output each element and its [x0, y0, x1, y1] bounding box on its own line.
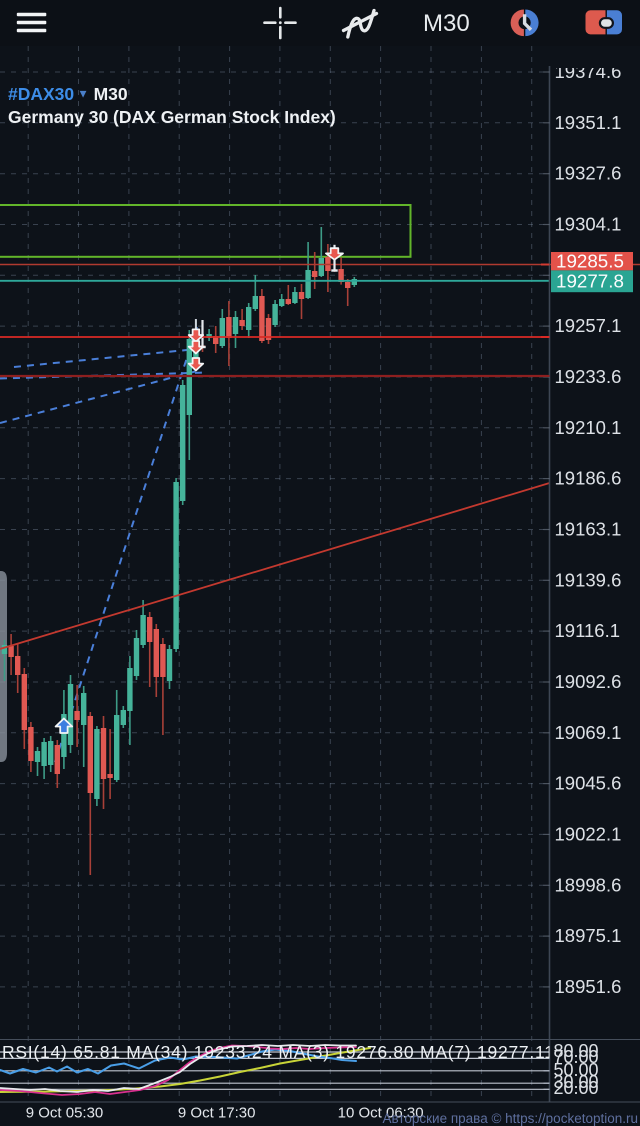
svg-text:80.00: 80.00: [554, 1041, 599, 1061]
svg-text:19304.1: 19304.1: [555, 214, 622, 235]
svg-text:19233.6: 19233.6: [555, 366, 622, 387]
svg-text:9 Oct 05:30: 9 Oct 05:30: [26, 1105, 104, 1122]
svg-text:19116.1: 19116.1: [555, 620, 621, 641]
svg-text:19139.6: 19139.6: [555, 569, 622, 590]
svg-text:19327.6: 19327.6: [555, 163, 622, 184]
svg-text:19374.6: 19374.6: [555, 61, 622, 82]
svg-text:19257.1: 19257.1: [555, 315, 622, 336]
svg-text:RSI(14) 65.81 MA(34) 19233.24: RSI(14) 65.81 MA(34) 19233.24 MA(3) 1927…: [2, 1042, 555, 1062]
svg-text:19022.1: 19022.1: [555, 823, 622, 844]
svg-text:9 Oct 17:30: 9 Oct 17:30: [178, 1105, 256, 1122]
svg-text:70.00: 70.00: [554, 1047, 599, 1067]
svg-text:19210.1: 19210.1: [555, 417, 622, 438]
svg-text:19351.1: 19351.1: [555, 112, 622, 133]
svg-text:19069.1: 19069.1: [555, 722, 622, 743]
svg-text:19277.8: 19277.8: [556, 271, 624, 292]
svg-text:20.00: 20.00: [554, 1078, 599, 1098]
svg-text:10 Oct 06:30: 10 Oct 06:30: [338, 1105, 424, 1122]
svg-text:18998.6: 18998.6: [555, 874, 622, 895]
svg-text:M30: M30: [423, 10, 470, 37]
svg-text:50.00: 50.00: [554, 1060, 599, 1080]
svg-text:19186.6: 19186.6: [555, 468, 622, 489]
svg-text:19163.1: 19163.1: [555, 519, 622, 540]
svg-text:19092.6: 19092.6: [555, 671, 622, 692]
svg-text:19285.5: 19285.5: [556, 250, 624, 271]
svg-text:19045.6: 19045.6: [555, 773, 622, 794]
svg-text:18951.6: 18951.6: [555, 976, 622, 997]
svg-text:Авторские права © https://pock: Авторские права © https://pocketoption.r…: [382, 1111, 638, 1126]
svg-text:18975.1: 18975.1: [555, 925, 622, 946]
svg-text:30.00: 30.00: [554, 1072, 599, 1092]
